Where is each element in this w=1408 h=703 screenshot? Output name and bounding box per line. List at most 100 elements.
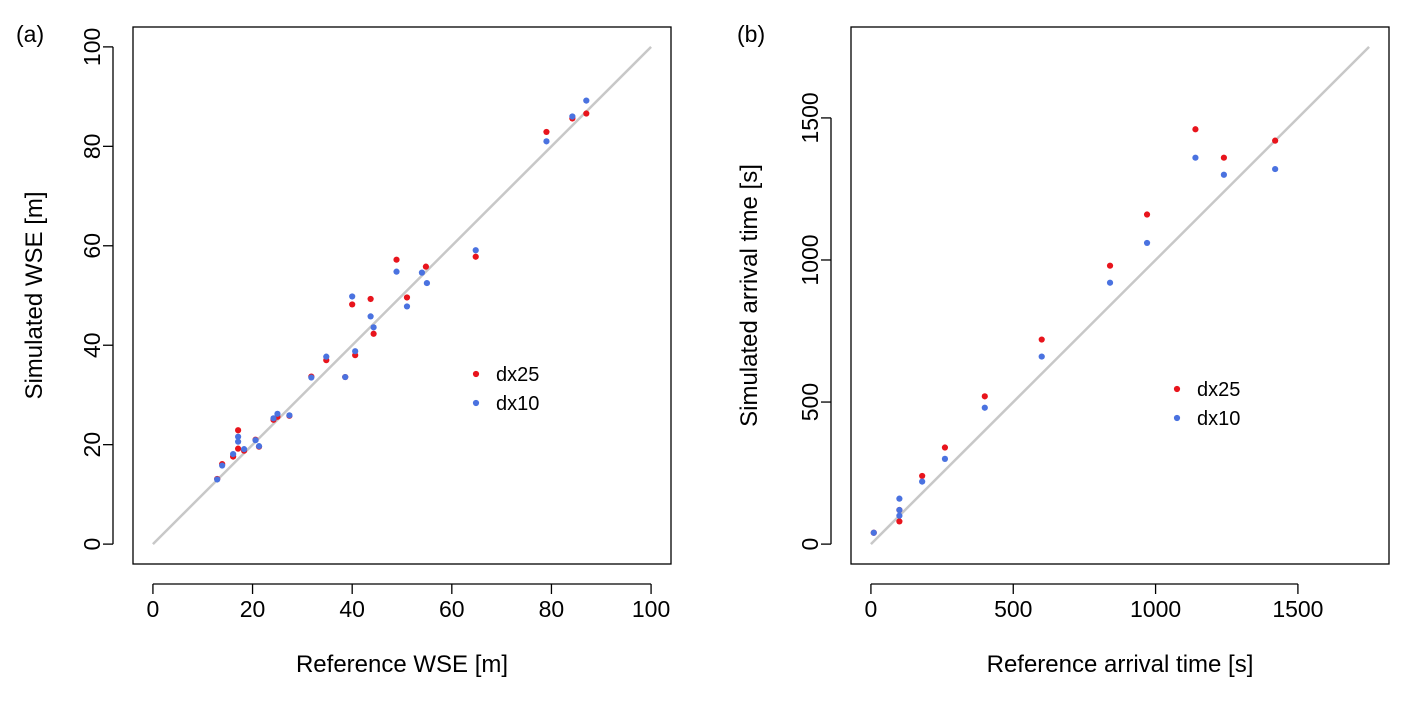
point-dx25 — [370, 330, 377, 337]
point-dx10 — [583, 97, 590, 104]
y-tick-label: 1000 — [797, 234, 823, 285]
point-dx10 — [569, 113, 576, 120]
point-dx10 — [308, 374, 315, 381]
point-dx25 — [583, 110, 590, 117]
point-dx25 — [896, 518, 903, 525]
panel-wse: 0 20 40 60 80 100 0 20 40 60 80 100 Reference WSE [m… — [16, 21, 672, 678]
x-axis-title: Reference WSE [m] — [296, 651, 508, 678]
point-dx10 — [543, 138, 550, 145]
point-dx25 — [543, 128, 550, 136]
point-dx10 — [1220, 171, 1227, 178]
y-tick-label: 500 — [797, 383, 823, 421]
x-tick-label: 20 — [240, 596, 266, 622]
point-dx25 — [919, 472, 926, 480]
point-dx25 — [472, 253, 479, 260]
y-axis-title: Simulated WSE [m] — [21, 191, 48, 399]
point-dx10 — [896, 512, 903, 519]
legend-marker-dx10 — [1173, 414, 1181, 422]
point-dx25 — [393, 256, 400, 263]
legend-label-dx25: dx25 — [1197, 379, 1240, 401]
point-dx10 — [370, 324, 377, 331]
point-dx25 — [422, 263, 430, 270]
legend-label-dx25: dx25 — [496, 364, 539, 386]
point-dx25 — [235, 427, 242, 434]
plot-frame — [850, 26, 1390, 565]
y-tick-label: 20 — [79, 432, 105, 458]
point-dx25 — [349, 301, 356, 308]
x-axis-title: Reference arrival time [s] — [987, 651, 1254, 678]
point-dx25 — [1272, 137, 1279, 144]
point-dx10 — [255, 443, 263, 450]
x-tick-label: 0 — [865, 596, 878, 622]
point-dx10 — [418, 269, 426, 276]
legend-marker-dx10 — [472, 399, 480, 407]
y-tick-label: 1500 — [797, 92, 823, 143]
y-tick-label: 80 — [79, 134, 105, 160]
point-dx10 — [1272, 165, 1279, 173]
legend-label-dx10: dx10 — [496, 393, 539, 415]
point-dx25 — [1106, 262, 1114, 269]
point-dx25 — [235, 445, 242, 452]
point-dx10 — [1106, 279, 1114, 286]
x-tick-label: 80 — [539, 596, 565, 622]
point-dx10 — [919, 478, 926, 485]
legend-marker-dx25 — [1173, 385, 1181, 393]
one-to-one-line — [152, 46, 652, 545]
point-dx25 — [1038, 336, 1045, 343]
point-dx25 — [1220, 154, 1227, 161]
point-dx25 — [403, 294, 411, 301]
point-dx25 — [941, 444, 949, 451]
point-dx10 — [214, 476, 221, 483]
point-dx10 — [352, 348, 359, 355]
point-dx10 — [219, 462, 226, 469]
legend-marker-dx25 — [472, 370, 480, 378]
point-dx10 — [270, 415, 277, 422]
point-dx10 — [1143, 239, 1151, 247]
x-tick-label: 1500 — [1272, 596, 1323, 622]
point-dx10 — [230, 451, 237, 458]
x-tick-label: 1000 — [1130, 596, 1181, 622]
point-dx10 — [981, 404, 988, 411]
plot-frame — [132, 26, 672, 565]
point-dx10 — [1038, 353, 1045, 360]
point-dx10 — [941, 455, 949, 462]
y-axis-title: Simulated arrival time [s] — [736, 164, 763, 427]
point-dx10 — [274, 410, 281, 417]
point-dx10 — [896, 506, 903, 514]
point-dx10 — [323, 353, 330, 360]
legend-label-dx10: dx10 — [1197, 408, 1240, 430]
point-dx10 — [1192, 154, 1199, 161]
point-dx10 — [423, 279, 431, 287]
x-tick-label: 40 — [339, 596, 365, 622]
x-tick-label: 60 — [439, 596, 465, 622]
point-dx10 — [472, 247, 479, 254]
point-dx10 — [235, 438, 242, 445]
y-tick-label: 40 — [79, 332, 105, 358]
point-dx10 — [896, 495, 903, 502]
y-tick-label: 60 — [79, 233, 105, 259]
x-tick-label: 500 — [994, 596, 1032, 622]
y-tick-label: 0 — [797, 538, 823, 551]
panel-label: (a) — [16, 21, 44, 47]
panel-arrival-time: 0 500 1000 1500 0 500 1000 1500 Reference arriva… — [736, 21, 1390, 678]
point-dx10 — [252, 437, 259, 444]
y-tick-label: 100 — [79, 28, 105, 66]
point-dx10 — [367, 313, 374, 320]
x-tick-label: 0 — [147, 596, 160, 622]
point-dx25 — [367, 295, 374, 303]
point-dx25 — [1192, 126, 1199, 133]
point-dx10 — [235, 433, 242, 440]
point-dx10 — [403, 303, 411, 310]
y-tick-label: 0 — [79, 538, 105, 551]
point-dx25 — [981, 393, 988, 400]
point-dx10 — [393, 268, 400, 275]
x-tick-label: 100 — [632, 596, 670, 622]
point-dx10 — [286, 412, 293, 419]
one-to-one-line — [870, 46, 1370, 545]
panel-label: (b) — [737, 21, 765, 47]
point-dx10 — [240, 446, 248, 453]
point-dx10 — [349, 293, 356, 300]
point-dx25 — [1143, 211, 1151, 218]
